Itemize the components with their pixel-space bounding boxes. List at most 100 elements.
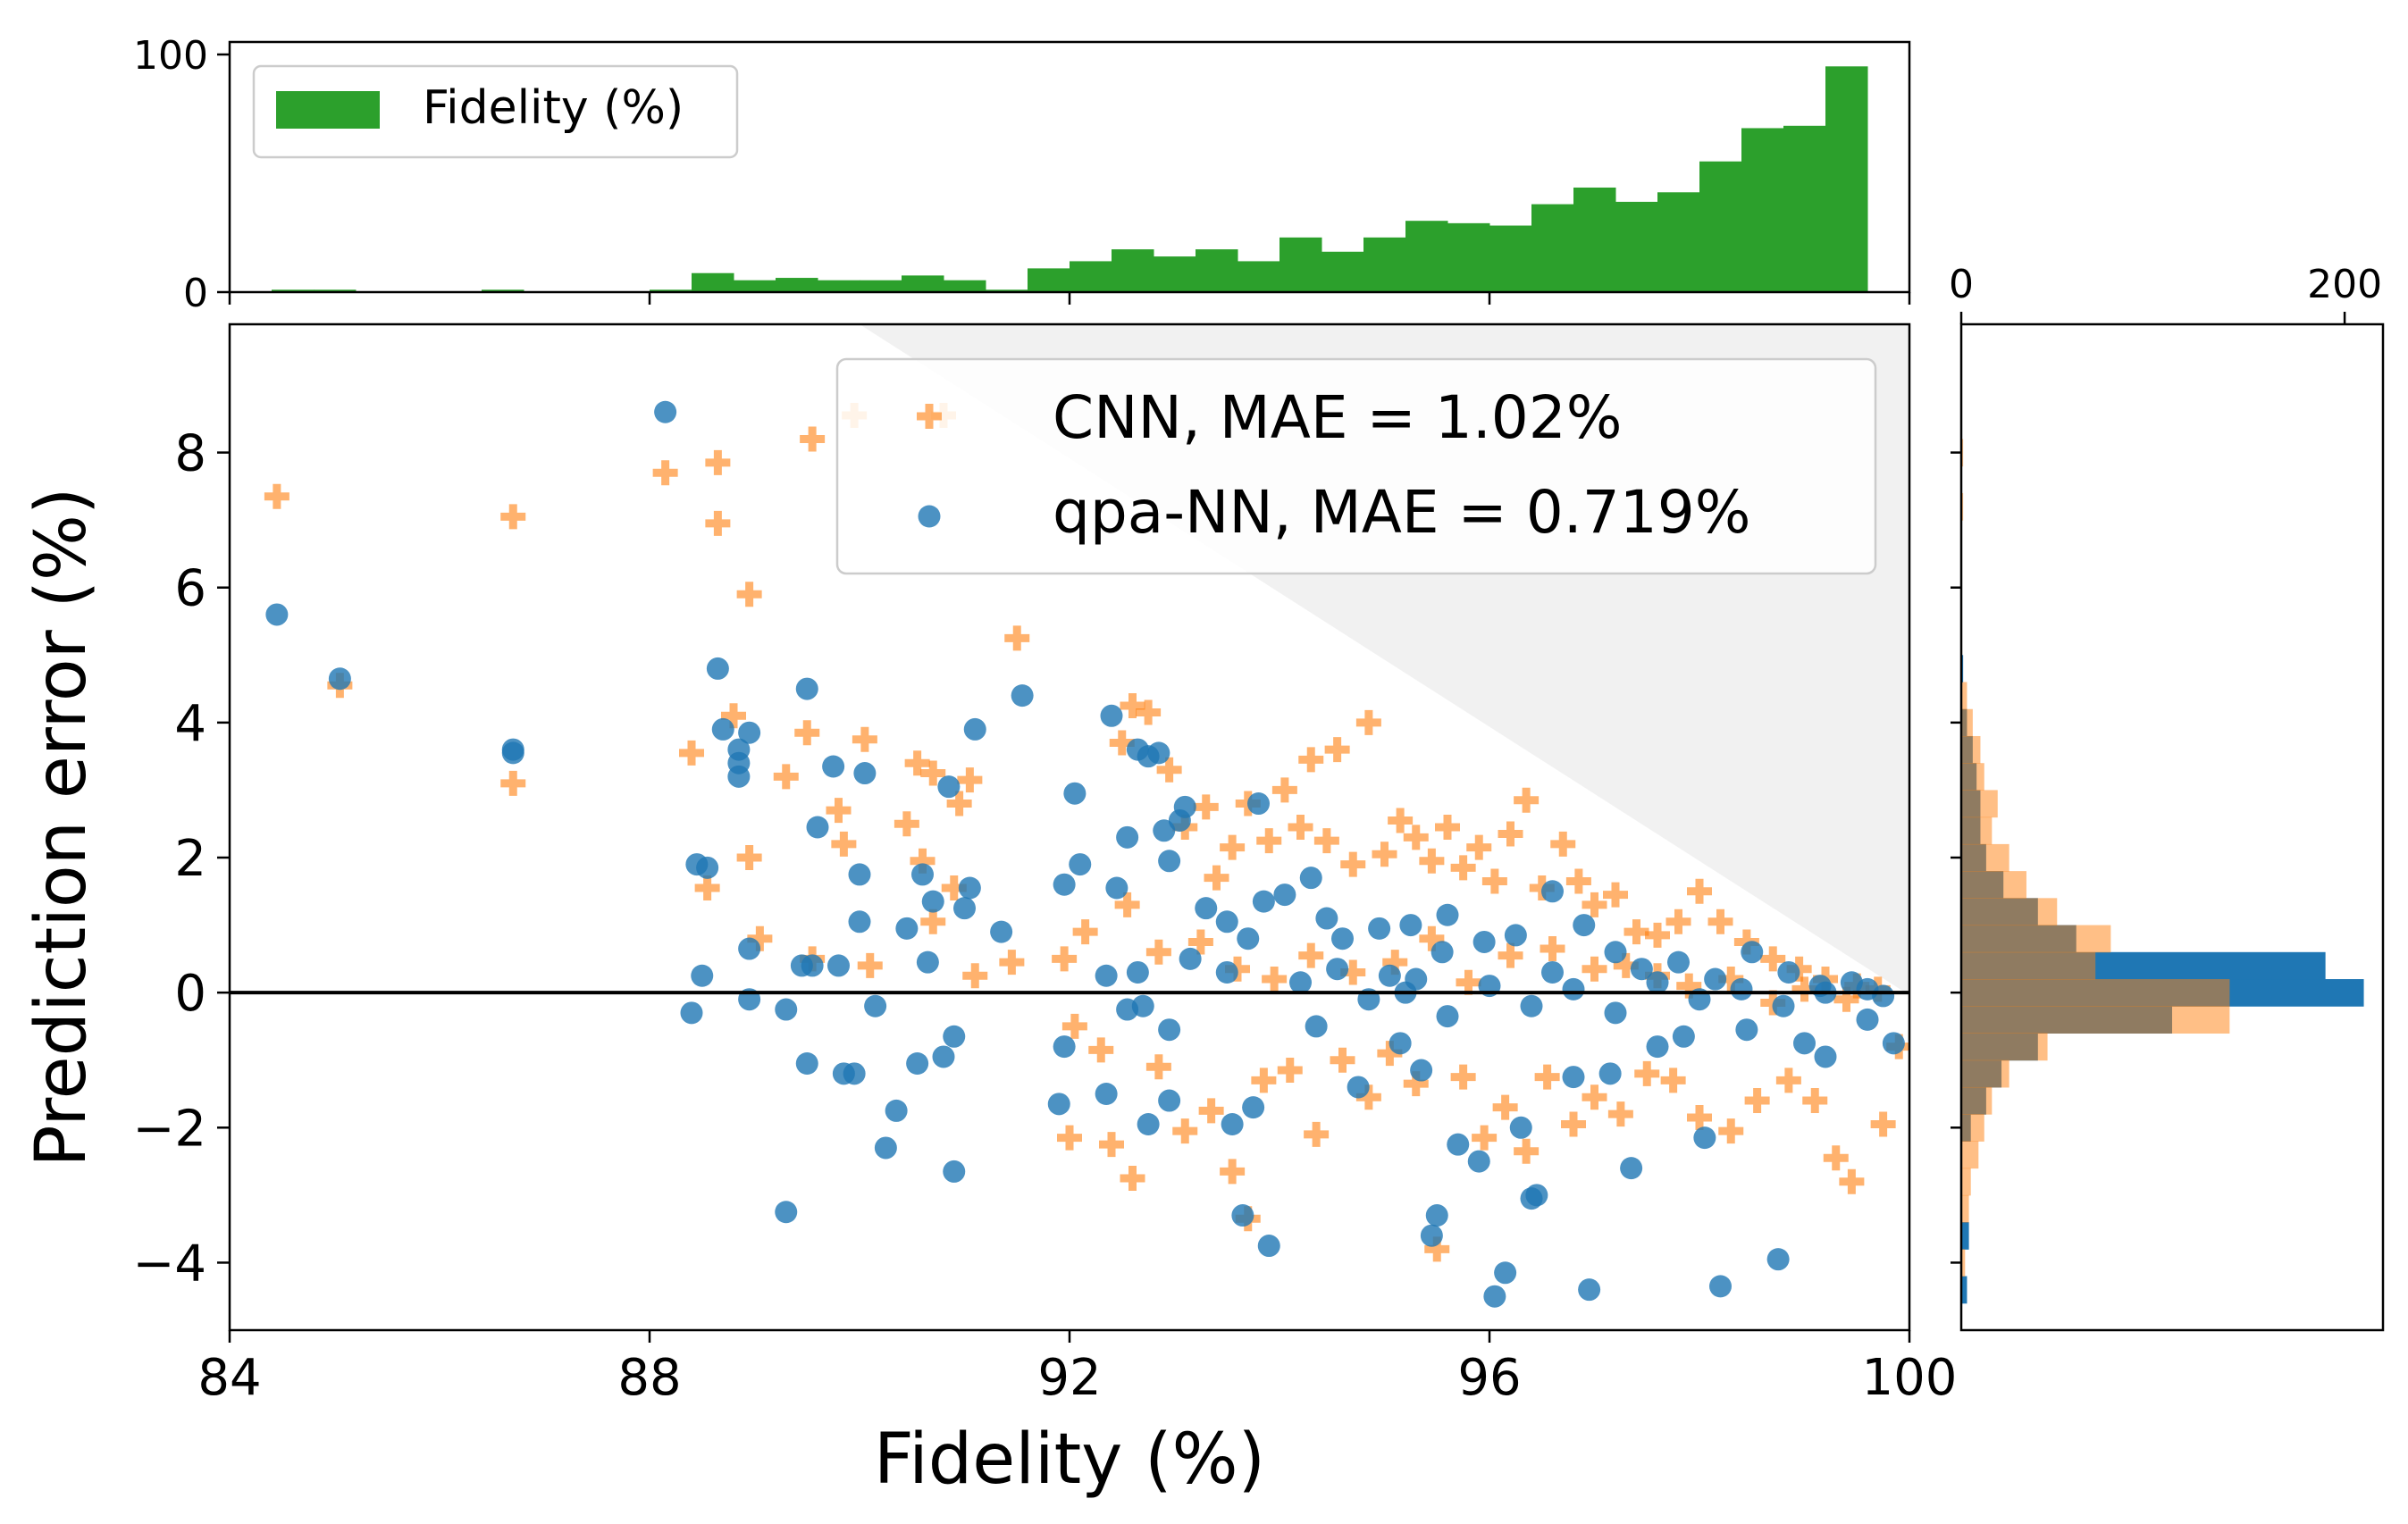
qpa-nn-point: [953, 897, 976, 920]
cnn-point: [910, 848, 936, 874]
cnn-point: [800, 426, 826, 452]
cnn-point: [1313, 828, 1339, 854]
fidelity-histogram-bar: [692, 272, 734, 292]
cnn-point: [1256, 828, 1282, 854]
cnn-point: [1109, 730, 1135, 756]
fidelity-histogram-bar: [776, 278, 818, 292]
cnn-point: [1582, 1084, 1607, 1110]
cnn-point: [1424, 1236, 1450, 1262]
qpa-nn-point: [1257, 1235, 1280, 1258]
qpa-nn-point: [1410, 1059, 1433, 1082]
fidelity-histogram-bar: [1321, 251, 1364, 292]
fidelity-histogram-bar: [272, 289, 315, 292]
qpa-nn-point: [937, 775, 961, 799]
cnn-point: [652, 460, 678, 486]
right-histogram-x-ticks: 0 200: [1949, 262, 2382, 324]
qpa-nn-point: [1069, 853, 1092, 876]
qpa-nn-point: [853, 762, 877, 785]
top-histogram-legend: Fidelity (%): [252, 64, 739, 159]
cnn-point: [1718, 967, 1744, 992]
cnn-point: [1540, 936, 1565, 962]
qpa-nn-point: [1252, 890, 1275, 913]
qpa-nn-point: [1100, 704, 1123, 727]
qpa-nn-point: [1520, 994, 1543, 1017]
cnn-point: [1870, 1111, 1896, 1137]
qpa-nn-point: [895, 917, 919, 940]
right-x-tick-label: 0: [1949, 262, 1974, 307]
qpa-nn-point: [1541, 960, 1564, 984]
qpa-nn-point: [1137, 1113, 1160, 1136]
fidelity-histogram-bar: [1825, 66, 1868, 292]
qpa-nn-point: [806, 816, 829, 839]
qpa-nn-point: [1494, 1261, 1517, 1285]
fidelity-histogram-bar: [1028, 268, 1070, 292]
qpa-nn-point: [738, 721, 761, 744]
cnn-point: [1145, 939, 1171, 965]
qpa-nn-point: [1095, 964, 1118, 987]
cnn-point: [1492, 1094, 1518, 1120]
top-legend-swatch: [276, 91, 380, 129]
qpa-nn-point: [1777, 960, 1800, 984]
qpa-nn-point: [328, 667, 351, 691]
y-tick-label: 6: [174, 560, 206, 618]
cnn-point: [1187, 929, 1213, 955]
fidelity-histogram-bar: [1489, 225, 1532, 292]
qpa-nn-point: [727, 765, 751, 788]
cnn-point: [1561, 1111, 1586, 1137]
y-tick-label: −2: [132, 1100, 206, 1158]
cnn-point: [1220, 1159, 1246, 1185]
fidelity-histogram-bar: [1070, 261, 1112, 292]
qpa-nn-point: [1242, 1096, 1265, 1119]
right-histogram-y-ticks: [1951, 451, 1961, 1264]
cnn-point: [826, 798, 852, 824]
cnn-point: [1172, 1118, 1198, 1144]
qpa-nn-point: [1856, 1008, 1879, 1031]
cnn-point: [1733, 929, 1759, 955]
qpa-nn-point: [1646, 1035, 1669, 1059]
cnn-point: [1198, 1098, 1224, 1124]
qpa-nn-point: [1431, 941, 1454, 964]
x-tick-label: 84: [197, 1349, 261, 1407]
qpa-nn-point: [1011, 684, 1034, 708]
top-legend-box: [252, 64, 739, 159]
qpa-nn-point: [691, 964, 714, 987]
top-histogram: 0 100 Fidelity (%): [133, 33, 1911, 316]
cnn-point: [1145, 1054, 1171, 1080]
cnn-point: [1382, 950, 1408, 976]
y-axis-label: Prediction error (%): [21, 488, 102, 1168]
qpa-nn-point: [958, 876, 981, 900]
qpa-nn-point: [1247, 792, 1270, 816]
qpa-nn-point: [1793, 1032, 1816, 1055]
right-histogram-bars: [1961, 439, 2364, 1304]
cnn-point: [904, 750, 930, 776]
qpa-nn-point: [1620, 1157, 1643, 1180]
fidelity-histogram-bar: [1741, 128, 1784, 292]
qpa-nn-point: [1173, 795, 1196, 818]
qpa-nn-point: [1273, 883, 1296, 907]
qpa-nn-point: [654, 400, 677, 423]
qpa-nn-point: [1147, 741, 1170, 765]
qpa-nn-error-histogram-bar: [1961, 1222, 1969, 1250]
cnn-error-histogram-bar: [1961, 1033, 2048, 1061]
cnn-point: [1582, 956, 1607, 982]
cnn-point: [1481, 868, 1507, 894]
cnn-error-histogram-bar: [1961, 1194, 1969, 1223]
cnn-point: [1498, 942, 1523, 968]
qpa-nn-point: [1368, 917, 1391, 940]
cnn-point: [1607, 1101, 1633, 1127]
right-histogram-frame: [1959, 322, 2385, 1332]
qpa-nn-point: [1053, 873, 1076, 896]
x-tick-label: 92: [1037, 1349, 1101, 1407]
x-axis-label: Fidelity (%): [874, 1419, 1265, 1500]
qpa-nn-point: [795, 677, 818, 700]
cnn-point: [264, 483, 289, 509]
fidelity-histogram-bar: [1447, 222, 1490, 292]
fidelity-histogram-bar: [1699, 161, 1742, 292]
qpa-nn-point: [1126, 960, 1149, 984]
top-histogram-bars: [272, 66, 1868, 292]
qpa-nn-point: [911, 863, 934, 886]
cnn-point: [1660, 1068, 1686, 1093]
cnn-point: [920, 760, 946, 786]
cnn-point: [694, 875, 720, 901]
